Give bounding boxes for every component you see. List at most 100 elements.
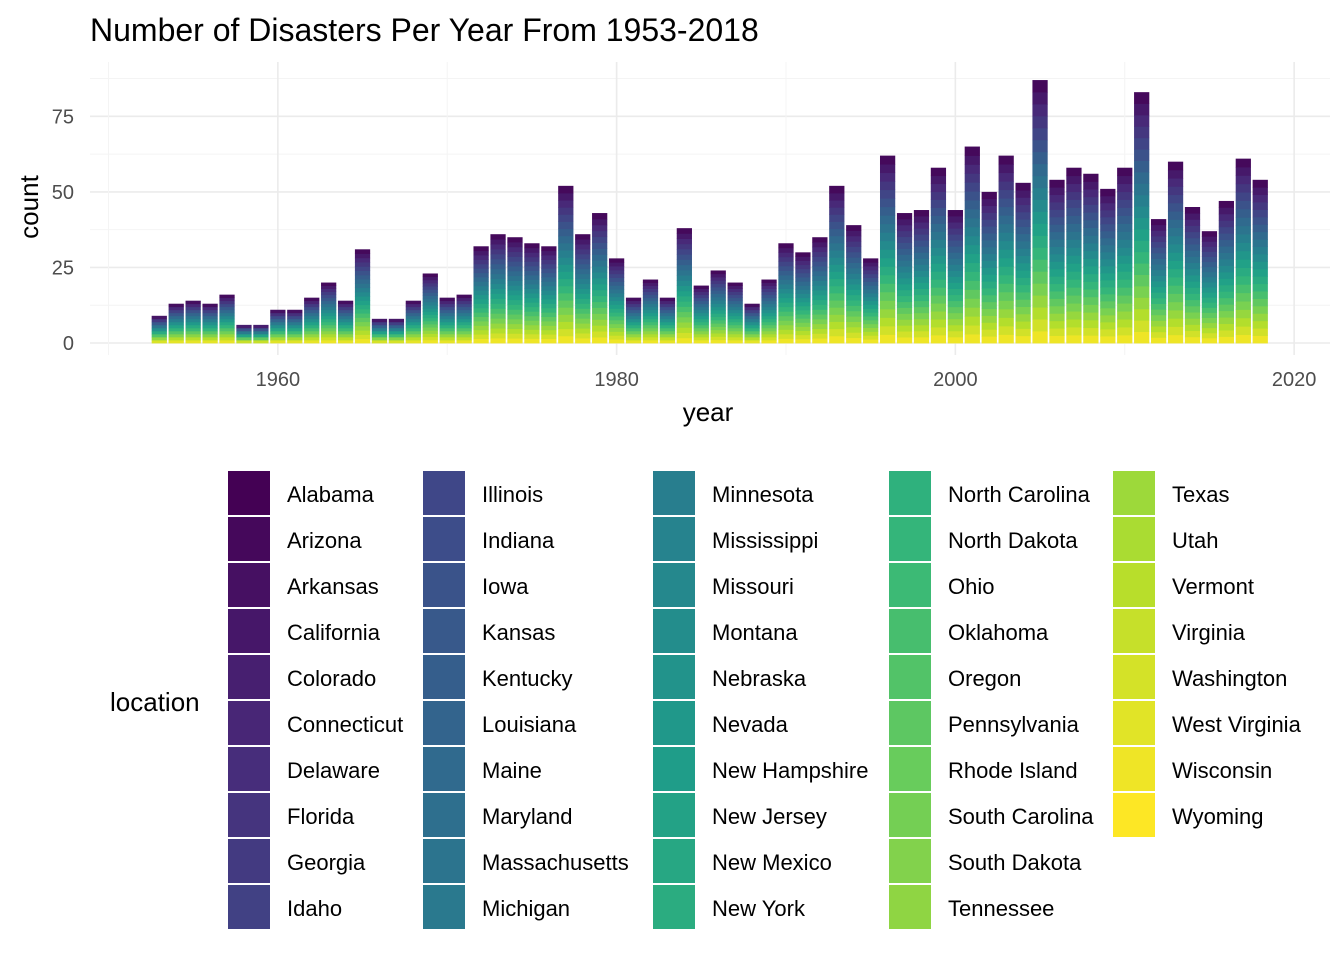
bar-segment <box>913 270 930 277</box>
bar-segment <box>727 303 743 308</box>
bar-segment <box>998 155 1014 165</box>
bar-segment <box>321 333 337 338</box>
bar-segment <box>761 291 777 296</box>
y-tick-label: 50 <box>52 182 74 204</box>
bar-segment <box>846 310 862 317</box>
bar-segment <box>1015 182 1031 191</box>
bar-segment <box>625 333 642 338</box>
bar-segment <box>1066 199 1082 208</box>
bar-segment <box>642 294 659 299</box>
bar-segment <box>608 331 625 336</box>
legend-item: Washington <box>1113 655 1287 699</box>
bar-segment <box>930 279 947 288</box>
bar-segment <box>778 338 794 344</box>
legend-label: Texas <box>1172 482 1229 507</box>
bar-segment <box>1184 213 1201 220</box>
bar-segment <box>1032 259 1048 272</box>
bar-segment <box>778 333 794 339</box>
bar-segment <box>947 336 963 344</box>
bar-segment <box>1167 227 1184 237</box>
bar-segment <box>642 312 659 317</box>
bar-segment <box>863 273 879 279</box>
legend-label: Tennessee <box>948 896 1054 921</box>
legend-item: New Hampshire <box>653 747 869 791</box>
bar-segment <box>151 333 167 338</box>
bar-segment <box>1134 160 1150 173</box>
bar-segment <box>1117 255 1133 264</box>
bar-segment <box>354 253 371 259</box>
bar-segment <box>575 333 591 339</box>
bar-segment <box>558 185 574 194</box>
bar-segment <box>676 254 692 260</box>
legend-swatch <box>423 655 465 699</box>
bar-segment <box>608 319 625 325</box>
bar-segment <box>439 306 455 311</box>
legend-item: Delaware <box>228 747 380 791</box>
bar-segment <box>676 332 692 339</box>
bar-segment <box>778 279 794 285</box>
legend-swatch <box>653 609 695 653</box>
bar-segment <box>964 253 980 264</box>
bar-segment <box>371 336 388 341</box>
bar-segment <box>1032 92 1048 105</box>
bar-segment <box>693 312 709 317</box>
bar-segment <box>1167 219 1184 229</box>
bar-segment <box>1015 306 1031 315</box>
bar-segment <box>795 277 811 282</box>
bar-segment <box>524 243 540 249</box>
bar-segment <box>1252 305 1268 314</box>
bar-segment <box>1235 183 1251 193</box>
bar-segment <box>930 207 947 216</box>
bar-segment <box>592 272 608 279</box>
bar-segment <box>1134 194 1150 207</box>
bar-segment <box>1235 225 1251 235</box>
bar-segment <box>727 285 743 289</box>
bar-segment <box>829 307 845 315</box>
bar-segment <box>354 279 371 284</box>
bar-segment <box>1032 271 1048 284</box>
bar-segment <box>727 333 743 338</box>
bar-segment <box>812 309 828 315</box>
bar-segment <box>608 316 625 321</box>
bar-segment <box>321 294 337 299</box>
bar-segment <box>947 246 963 253</box>
bar-segment <box>541 316 557 322</box>
legend-swatch <box>653 885 695 929</box>
bar-segment <box>371 330 388 335</box>
bar-segment <box>1150 247 1167 254</box>
bar-segment <box>693 327 709 332</box>
bar-segment <box>541 259 557 265</box>
bar-segment <box>981 198 997 207</box>
bar-segment <box>575 253 591 260</box>
x-tick-label: 2000 <box>933 369 978 391</box>
bar-segment <box>253 336 269 341</box>
bar-segment <box>710 296 726 301</box>
legend-swatch <box>423 517 465 561</box>
bar-segment <box>1184 305 1201 313</box>
legend-swatch <box>889 793 931 837</box>
bar-segment <box>1049 320 1065 329</box>
legend-label: Ohio <box>948 574 994 599</box>
bar-segment <box>371 327 388 332</box>
bar-segment <box>947 240 963 247</box>
bar-segment <box>1015 299 1031 307</box>
bar-segment <box>1015 313 1031 322</box>
bar-segment <box>727 315 743 320</box>
bar-segment <box>422 289 438 293</box>
bar-segment <box>879 215 896 225</box>
bar-segment <box>778 320 794 326</box>
bar-segment <box>1049 276 1065 285</box>
legend-swatch <box>1113 471 1155 515</box>
bar-segment <box>863 316 879 321</box>
bar-segment <box>1252 253 1268 262</box>
bar-segment <box>693 336 709 341</box>
bar-stack <box>1015 182 1031 344</box>
bar-segment <box>981 253 997 261</box>
bar-segment <box>270 321 286 326</box>
bar-segment <box>1218 239 1234 247</box>
bar-segment <box>541 272 557 278</box>
bar-segment <box>964 209 980 219</box>
bar-segment <box>321 288 337 293</box>
legend-label: Florida <box>287 804 355 829</box>
bar-segment <box>1083 219 1099 229</box>
